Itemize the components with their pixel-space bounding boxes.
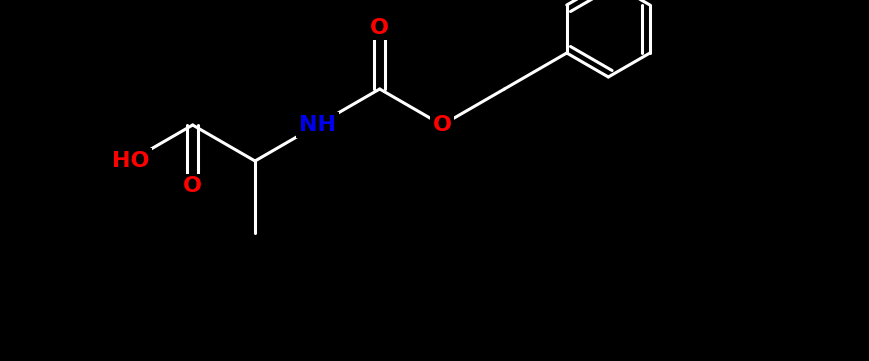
Text: HO: HO (111, 151, 149, 171)
Text: O: O (433, 115, 452, 135)
Text: O: O (370, 18, 389, 38)
Text: O: O (183, 176, 202, 196)
Text: NH: NH (299, 115, 335, 135)
